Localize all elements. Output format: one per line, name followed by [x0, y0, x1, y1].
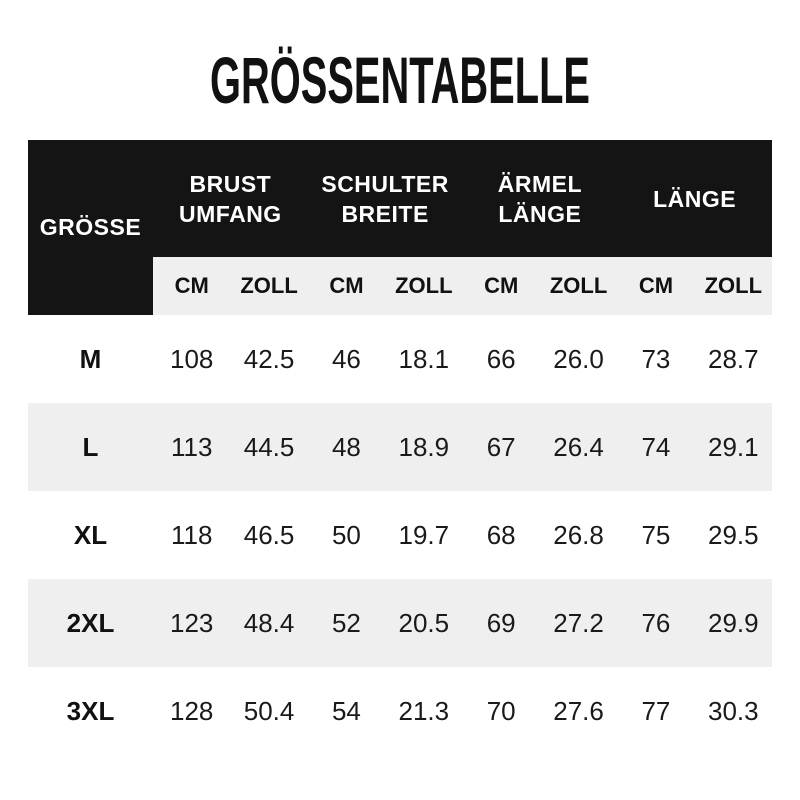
- value-cell: 73: [641, 343, 671, 374]
- value-cell: 113: [153, 403, 231, 491]
- page-title-svg: GRÖSSENTABELLE: [210, 43, 590, 117]
- size-cell: 2XL: [28, 579, 153, 667]
- unit-header-zoll: ZOLL: [539, 257, 618, 315]
- value-cell: 29.5: [708, 519, 759, 550]
- unit-header-zoll: ZOLL: [694, 257, 772, 315]
- value-cell: 18.1: [398, 343, 450, 374]
- value-cell: 21.3: [398, 695, 450, 726]
- column-group-schulter-breite: SCHULTER BREITE: [307, 140, 463, 257]
- value-cell: 29.1: [694, 403, 772, 491]
- value-cell: 74: [617, 403, 695, 491]
- value-cell: 26.0: [553, 343, 604, 374]
- page-title-text: GRÖSSENTABELLE: [210, 43, 590, 116]
- value-cell: 76: [617, 579, 695, 667]
- size-cell: L: [28, 403, 153, 491]
- value-cell: 27.6: [553, 695, 604, 726]
- value-cell: 19.7: [398, 519, 450, 550]
- value-cell: 46.5: [243, 519, 295, 550]
- value-cell: 18.9: [385, 403, 463, 491]
- column-group-brust-umfang: BRUST UMFANG: [153, 140, 308, 257]
- value-cell: 128: [169, 695, 214, 726]
- value-cell: 50.4: [243, 695, 295, 726]
- value-cell: 27.2: [539, 579, 618, 667]
- value-cell: 77: [641, 695, 671, 726]
- unit-header-cm: CM: [617, 257, 695, 315]
- value-cell: 70: [486, 695, 516, 726]
- unit-header-zoll: ZOLL: [230, 257, 308, 315]
- value-cell: 26.4: [539, 403, 618, 491]
- unit-header-zoll: ZOLL: [385, 257, 463, 315]
- unit-header-cm: CM: [307, 257, 386, 315]
- value-cell: 68: [486, 519, 516, 550]
- value-cell: 30.3: [708, 695, 759, 726]
- column-header-groesse: GRÖSSE: [28, 140, 153, 315]
- size-cell: XL: [73, 519, 108, 550]
- value-cell: 75: [641, 519, 671, 550]
- value-cell: 20.5: [385, 579, 463, 667]
- size-cell: M: [79, 343, 102, 374]
- size-table: GRÖSSE BRUST UMFANG SCHULTER BREITE ÄRME…: [28, 140, 772, 755]
- value-cell: 28.7: [708, 343, 759, 374]
- value-cell: 67: [462, 403, 540, 491]
- size-cell: 3XL: [66, 695, 115, 726]
- value-cell: 54: [331, 695, 361, 726]
- value-cell: 42.5: [243, 343, 295, 374]
- value-cell: 123: [153, 579, 231, 667]
- unit-header-cm: CM: [462, 257, 540, 315]
- value-cell: 48: [307, 403, 386, 491]
- value-cell: 66: [486, 343, 516, 374]
- value-cell: 48.4: [230, 579, 308, 667]
- value-cell: 118: [170, 519, 213, 550]
- value-cell: 52: [307, 579, 386, 667]
- value-cell: 50: [331, 519, 361, 550]
- column-group-aermel-laenge: ÄRMEL LÄNGE: [462, 140, 618, 257]
- value-cell: 26.8: [553, 519, 604, 550]
- page-title: GRÖSSENTABELLE: [0, 36, 800, 117]
- value-cell: 29.9: [694, 579, 772, 667]
- value-cell: 46: [331, 343, 361, 374]
- unit-header-cm: CM: [153, 257, 231, 315]
- value-cell: 44.5: [230, 403, 308, 491]
- value-cell: 108: [169, 343, 214, 374]
- value-cell: 69: [462, 579, 540, 667]
- column-group-laenge: LÄNGE: [617, 140, 772, 257]
